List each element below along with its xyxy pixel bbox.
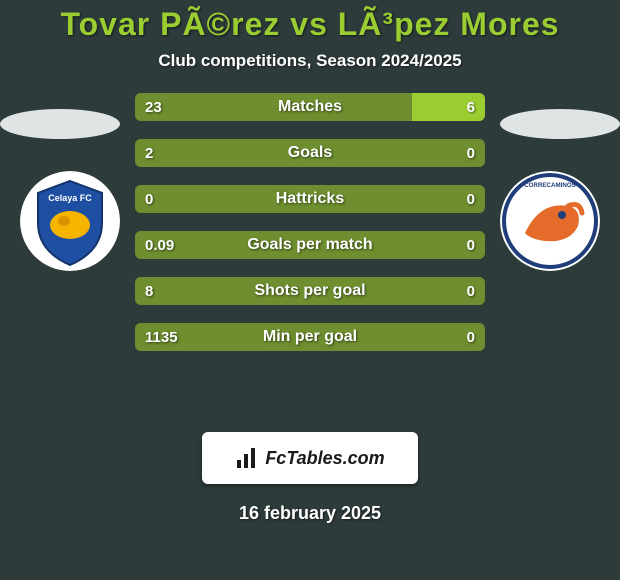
attribution-text: FcTables.com [265,448,384,469]
stat-value-left: 2 [145,139,153,167]
svg-text:CORRECAMINOS: CORRECAMINOS [524,182,576,189]
team-crest-left: Celaya FC [20,171,120,271]
stat-value-left: 8 [145,277,153,305]
stat-row: 236Matches [135,93,485,121]
stat-row: 20Goals [135,139,485,167]
stat-value-right: 0 [467,139,475,167]
player-left-shadow [0,109,120,139]
shield-icon: Celaya FC [20,171,120,271]
stat-bar-left [135,323,485,351]
stat-row: 80Shots per goal [135,277,485,305]
comparison-arena: Celaya FC CORRECAMINOS 236Matches20Goals… [0,93,620,473]
stat-value-right: 0 [467,323,475,351]
attribution-badge: FcTables.com [202,432,418,484]
date-line: 16 february 2025 [0,503,620,524]
stat-value-left: 23 [145,93,162,121]
stat-value-right: 0 [467,185,475,213]
stat-value-right: 6 [467,93,475,121]
page-title: Tovar PÃ©rez vs LÃ³pez Mores [0,0,620,43]
stat-value-right: 0 [467,277,475,305]
svg-text:Celaya FC: Celaya FC [48,193,92,203]
stat-bar-left [135,139,485,167]
stat-value-right: 0 [467,231,475,259]
stat-value-left: 0 [145,185,153,213]
subtitle: Club competitions, Season 2024/2025 [0,51,620,71]
chart-icon [235,446,259,470]
stat-row: 0.090Goals per match [135,231,485,259]
stat-bar-left [135,93,412,121]
stat-bar-left [135,185,485,213]
player-right-shadow [500,109,620,139]
stat-value-left: 1135 [145,323,178,351]
stat-row: 00Hattricks [135,185,485,213]
stat-bar-left [135,231,485,259]
stat-bars: 236Matches20Goals00Hattricks0.090Goals p… [135,93,485,369]
stat-row: 11350Min per goal [135,323,485,351]
stat-bar-left [135,277,485,305]
stat-value-left: 0.09 [145,231,174,259]
team-crest-right: CORRECAMINOS [500,171,600,271]
shield-icon: CORRECAMINOS [500,171,600,271]
